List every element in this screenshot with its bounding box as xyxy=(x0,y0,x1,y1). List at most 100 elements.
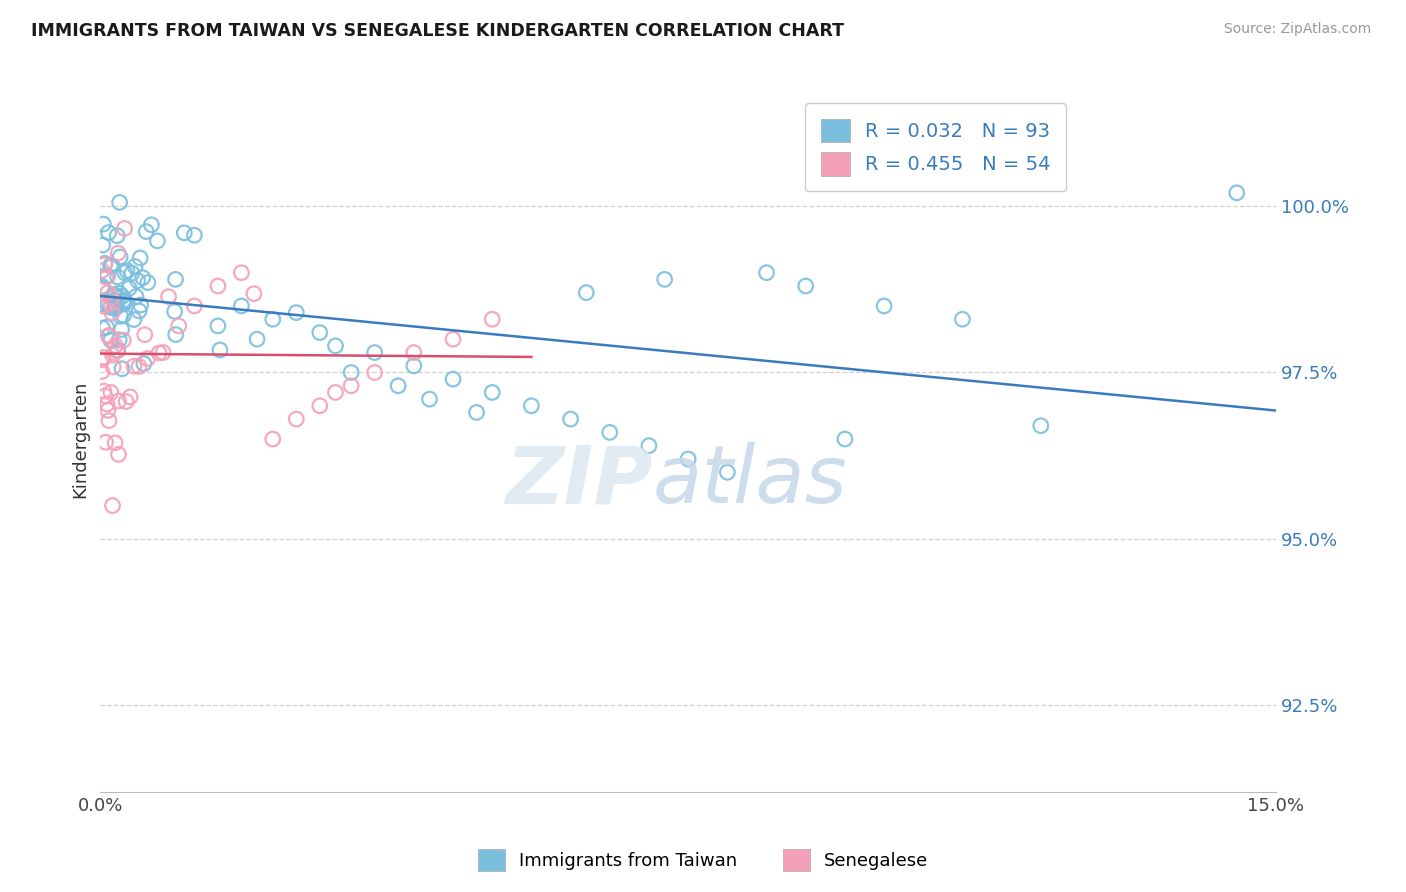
Point xyxy=(340,366,363,380)
Point xyxy=(103,288,125,302)
Y-axis label: Kindergarten: Kindergarten xyxy=(72,380,89,498)
Point xyxy=(132,357,155,371)
Point xyxy=(654,272,676,286)
Point xyxy=(105,343,128,358)
Point xyxy=(100,259,122,273)
Point xyxy=(125,290,148,304)
Point xyxy=(91,351,114,365)
Point xyxy=(114,294,136,309)
Point xyxy=(107,343,129,358)
Point xyxy=(148,346,170,360)
Point xyxy=(105,299,128,313)
Point xyxy=(208,343,231,357)
Point xyxy=(167,318,190,333)
Point xyxy=(101,259,124,273)
Point xyxy=(387,379,409,393)
Point xyxy=(325,339,347,353)
Point xyxy=(183,299,205,313)
Point xyxy=(638,439,661,453)
Point xyxy=(122,312,145,326)
Point xyxy=(441,372,464,386)
Point xyxy=(121,266,143,280)
Point xyxy=(112,297,135,311)
Point xyxy=(94,435,117,450)
Point xyxy=(163,304,186,318)
Point xyxy=(716,465,738,479)
Point xyxy=(101,359,124,374)
Point xyxy=(135,225,157,239)
Point xyxy=(111,361,134,376)
Point xyxy=(111,289,134,303)
Point xyxy=(129,298,152,312)
Point xyxy=(129,251,152,265)
Point xyxy=(834,432,856,446)
Point xyxy=(132,270,155,285)
Point xyxy=(441,332,464,346)
Point xyxy=(110,310,132,324)
Point xyxy=(93,258,115,272)
Point xyxy=(100,333,122,347)
Point xyxy=(794,279,817,293)
Point xyxy=(101,499,124,513)
Point xyxy=(127,274,149,288)
Point xyxy=(108,286,131,301)
Point xyxy=(110,322,132,336)
Point xyxy=(108,195,131,210)
Point xyxy=(520,399,543,413)
Point xyxy=(97,328,120,343)
Point xyxy=(141,218,163,232)
Point xyxy=(262,432,284,446)
Point xyxy=(115,394,138,409)
Point xyxy=(231,299,253,313)
Point xyxy=(91,238,114,252)
Point xyxy=(1226,186,1249,200)
Point xyxy=(246,332,269,346)
Point xyxy=(402,345,425,359)
Point xyxy=(465,405,488,419)
Point xyxy=(104,301,127,315)
Point xyxy=(873,299,896,313)
Point xyxy=(104,338,127,352)
Point xyxy=(96,268,118,283)
Point xyxy=(94,270,117,285)
Point xyxy=(308,399,330,413)
Point xyxy=(676,452,699,467)
Point xyxy=(136,276,159,290)
Point xyxy=(118,281,141,295)
Text: Source: ZipAtlas.com: Source: ZipAtlas.com xyxy=(1223,22,1371,37)
Point xyxy=(112,309,135,323)
Point xyxy=(363,366,385,380)
Point xyxy=(98,301,121,315)
Point xyxy=(104,297,127,311)
Point xyxy=(183,228,205,243)
Point xyxy=(128,304,150,318)
Point xyxy=(104,288,127,302)
Point xyxy=(107,291,129,305)
Point xyxy=(325,385,347,400)
Point xyxy=(363,345,385,359)
Point xyxy=(114,221,136,235)
Point xyxy=(122,359,145,373)
Text: ZIP: ZIP xyxy=(506,442,652,520)
Point xyxy=(94,389,117,403)
Point xyxy=(124,260,146,274)
Point xyxy=(100,385,122,400)
Point xyxy=(112,333,135,347)
Point xyxy=(96,397,118,411)
Point xyxy=(97,298,120,312)
Point xyxy=(97,329,120,343)
Point xyxy=(90,352,112,367)
Point xyxy=(90,279,112,293)
Point xyxy=(231,266,253,280)
Point xyxy=(90,263,112,277)
Point xyxy=(308,326,330,340)
Point xyxy=(402,359,425,373)
Point xyxy=(104,435,127,450)
Point xyxy=(952,312,974,326)
Point xyxy=(755,266,778,280)
Point xyxy=(115,264,138,278)
Point xyxy=(136,351,159,366)
Point xyxy=(107,447,129,461)
Point xyxy=(481,385,503,400)
Point xyxy=(128,359,150,374)
